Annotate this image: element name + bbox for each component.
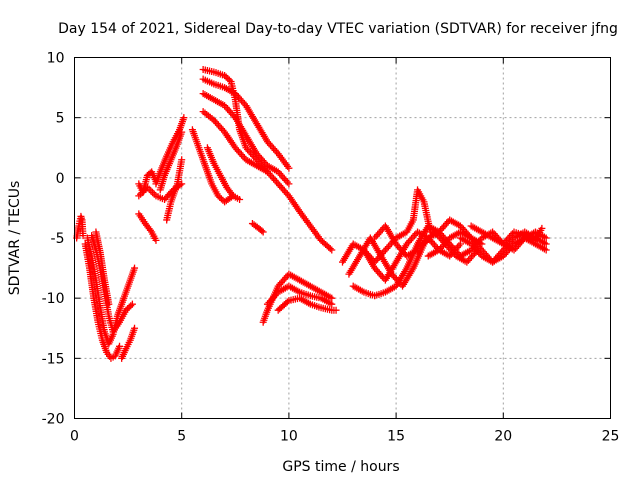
data-point (128, 300, 136, 308)
data-point (127, 302, 135, 310)
series-t10 (152, 114, 188, 188)
data-point (328, 300, 336, 308)
data-point (283, 298, 291, 306)
data-point (131, 264, 139, 272)
x-tick-label: 10 (280, 429, 298, 445)
series-t17 (188, 126, 237, 206)
data-point (542, 240, 550, 248)
data-point (105, 300, 113, 308)
series-t31 (467, 222, 546, 248)
chart-title: Day 154 of 2021, Sidereal Day-to-day VTE… (58, 21, 618, 37)
x-tick-label: 25 (602, 429, 620, 445)
data-point (285, 180, 293, 188)
series-t01 (73, 212, 87, 242)
y-tick-label: 5 (56, 111, 65, 127)
tick-labels: 0 5 10 15 20 25 -20 -15 -10 -5 0 5 10 (42, 51, 620, 445)
data-point (178, 128, 186, 136)
y-tick-label: -15 (42, 351, 65, 367)
series-t03 (83, 234, 139, 348)
data-point (224, 75, 232, 83)
series-t12 (163, 156, 186, 224)
y-axis-label: SDTVAR / TECUs (7, 181, 23, 296)
data-point (538, 224, 546, 232)
data-point (542, 234, 550, 242)
data-point (125, 303, 133, 311)
data-point (328, 294, 336, 302)
series-t05 (92, 228, 113, 308)
data-point (258, 227, 266, 235)
x-tick-label: 5 (177, 429, 186, 445)
x-axis-label: GPS time / hours (282, 459, 399, 475)
series-t08 (135, 210, 160, 244)
series-t06 (118, 324, 139, 362)
data-point (116, 342, 124, 350)
data-point (332, 306, 340, 314)
y-tick-label: -10 (42, 291, 65, 307)
series-t18 (203, 144, 244, 203)
data-point (145, 185, 153, 193)
data-point (328, 246, 336, 254)
data-point (135, 192, 143, 200)
data-point (216, 193, 224, 201)
y-tick-label: -20 (42, 412, 65, 428)
data-point (222, 73, 230, 81)
data-point (152, 236, 160, 244)
data-point (124, 305, 132, 313)
series-t02 (81, 240, 124, 362)
y-tick-label: 0 (56, 171, 65, 187)
data-point (79, 232, 87, 240)
series-t19 (248, 220, 267, 236)
data-point (180, 114, 188, 122)
data-point (122, 306, 130, 314)
data-point (236, 195, 244, 203)
data-point (221, 72, 229, 80)
data-point (225, 76, 233, 84)
data-point (259, 228, 267, 236)
data-point (147, 187, 155, 195)
y-tick-label: -5 (51, 231, 65, 247)
x-tick-label: 20 (494, 429, 512, 445)
plot-frame (74, 57, 611, 419)
series-t28 (424, 228, 550, 266)
series-t11 (156, 128, 186, 194)
series-t20 (259, 270, 336, 326)
data-point (149, 189, 157, 197)
series-t16 (199, 108, 336, 254)
series-t14 (199, 75, 293, 172)
data-point (285, 164, 293, 172)
data-point (131, 324, 139, 332)
series-t21 (263, 282, 336, 308)
data-point (542, 246, 550, 254)
data-point (326, 245, 334, 253)
data-points (73, 66, 550, 362)
series-t22 (274, 294, 340, 314)
data-point (456, 240, 464, 248)
data-point (214, 192, 222, 200)
y-tick-label: 10 (47, 51, 65, 67)
x-tick-label: 0 (70, 429, 79, 445)
series-t15 (199, 90, 293, 188)
data-point (217, 195, 225, 203)
series-t26 (360, 186, 434, 266)
data-point (178, 156, 186, 164)
x-tick-label: 15 (387, 429, 405, 445)
